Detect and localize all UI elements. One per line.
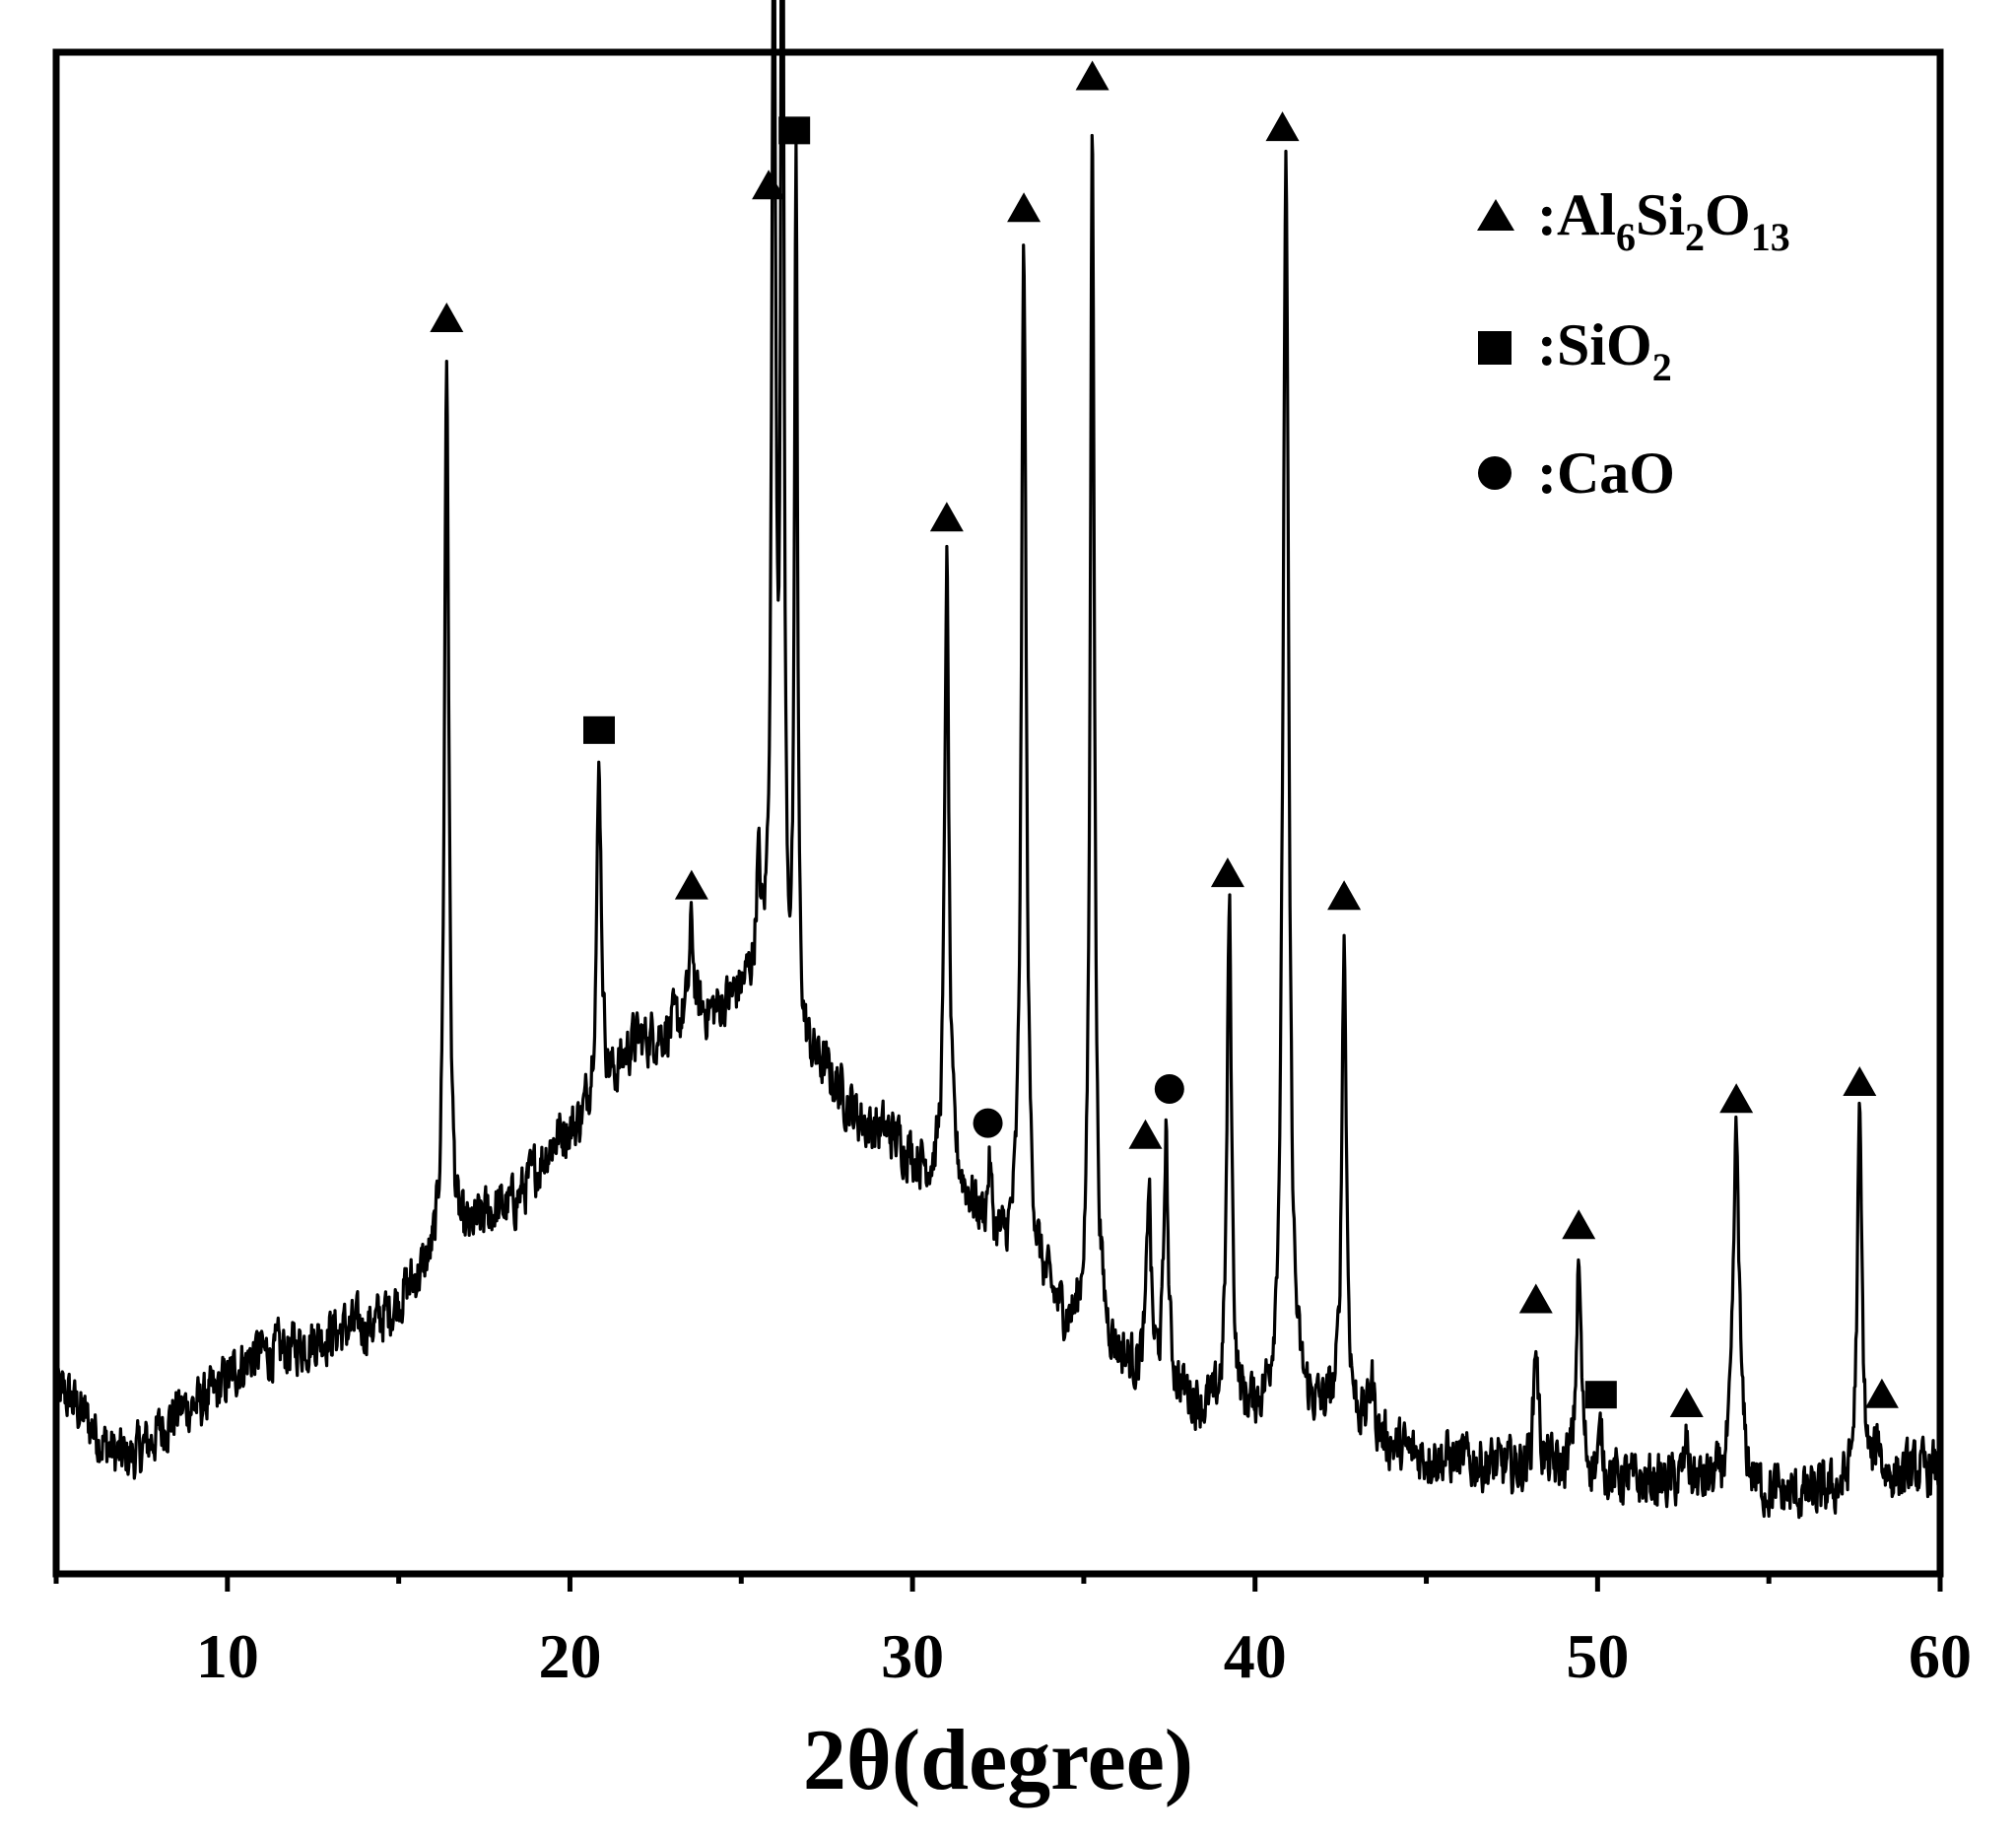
circle-marker [973, 1108, 1003, 1138]
triangle-marker [1864, 1378, 1899, 1408]
triangle-marker [1007, 192, 1042, 223]
x-axis-ticks [53, 1574, 1943, 1592]
x-tick-label: 50 [1566, 1621, 1629, 1691]
triangle-marker [430, 302, 464, 332]
plot-frame [52, 48, 1944, 1578]
triangle-marker [1128, 1119, 1163, 1149]
x-axis-tick-labels: 10 20 30 40 50 60 [196, 1621, 1972, 1691]
legend-square-marker [1478, 331, 1512, 365]
x-tick-label: 30 [881, 1621, 944, 1691]
square-marker [1584, 1381, 1617, 1409]
triangle-marker [1669, 1387, 1704, 1417]
triangle-marker [1562, 1209, 1596, 1240]
diffraction-trace [54, 0, 1942, 1520]
triangle-marker [1719, 1083, 1754, 1114]
legend-label-sio2: :SiO2 [1537, 312, 1672, 389]
triangle-marker [1518, 1283, 1553, 1314]
phase-markers [430, 60, 1899, 1417]
x-axis-title: 2θ(degree) [803, 1713, 1193, 1808]
legend-item-al6si2o13: :Al6Si2O13 [1477, 182, 1790, 259]
triangle-marker [752, 170, 786, 200]
x-tick-label: 60 [1909, 1621, 1972, 1691]
x-tick-label: 10 [196, 1621, 259, 1691]
circle-marker [1154, 1073, 1184, 1104]
triangle-marker [674, 869, 708, 900]
triangle-marker [1075, 60, 1109, 91]
square-marker [583, 715, 616, 744]
legend-label-cao: :CaO [1537, 441, 1675, 506]
triangle-marker [1843, 1066, 1877, 1097]
legend-item-sio2: :SiO2 [1478, 312, 1672, 389]
x-tick-label: 40 [1224, 1621, 1287, 1691]
legend: :Al6Si2O13 :SiO2 :CaO [1477, 182, 1790, 506]
legend-item-cao: :CaO [1478, 441, 1675, 506]
triangle-marker [1265, 111, 1300, 142]
legend-circle-marker [1478, 456, 1512, 490]
triangle-marker [929, 502, 964, 532]
triangle-marker [1327, 880, 1362, 911]
legend-label-al6si2o13: :Al6Si2O13 [1537, 182, 1790, 259]
legend-triangle-marker [1477, 199, 1514, 231]
triangle-marker [1210, 857, 1244, 888]
square-marker [778, 116, 811, 145]
x-tick-label: 20 [538, 1621, 601, 1691]
